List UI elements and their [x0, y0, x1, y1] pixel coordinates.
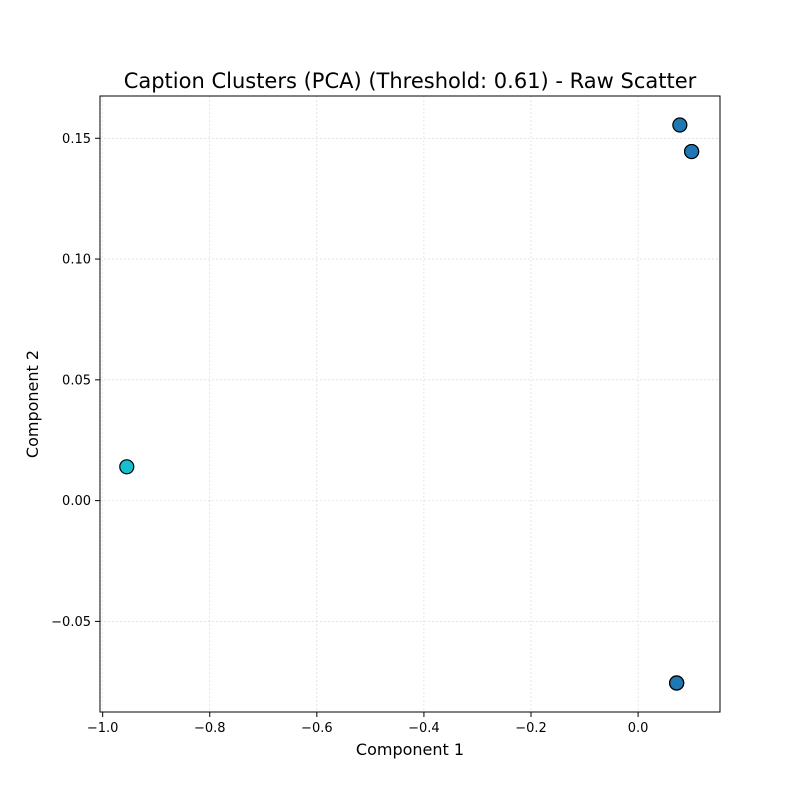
x-tick-label: −0.6 [301, 721, 333, 736]
x-tick-label: −0.4 [408, 721, 440, 736]
data-points [119, 117, 700, 691]
scatter-point [669, 675, 685, 691]
y-axis-label: Component 2 [23, 350, 42, 458]
y-tick-label: 0.05 [62, 373, 91, 388]
x-tick-label: −0.8 [194, 721, 226, 736]
y-tick-label: 0.00 [62, 494, 91, 509]
y-axis-ticks: −0.05 0.00 0.05 0.10 0.15 [51, 132, 100, 630]
x-tick-label: −1.0 [87, 721, 119, 736]
y-tick-label: 0.10 [62, 253, 91, 268]
scatter-point [119, 459, 135, 475]
chart-title: Caption Clusters (PCA) (Threshold: 0.61)… [124, 69, 697, 93]
grid-lines [100, 96, 720, 712]
y-tick-label: −0.05 [51, 615, 91, 630]
x-axis-ticks: −1.0 −0.8 −0.6 −0.4 −0.2 0.0 [87, 712, 649, 736]
x-axis-label: Component 1 [356, 740, 464, 759]
y-tick-label: 0.15 [62, 132, 91, 147]
scatter-point [684, 143, 700, 160]
axes-frame [99, 95, 721, 713]
x-tick-label: 0.0 [628, 721, 649, 736]
x-tick-label: −0.2 [515, 721, 547, 736]
scatter-point [672, 117, 688, 133]
